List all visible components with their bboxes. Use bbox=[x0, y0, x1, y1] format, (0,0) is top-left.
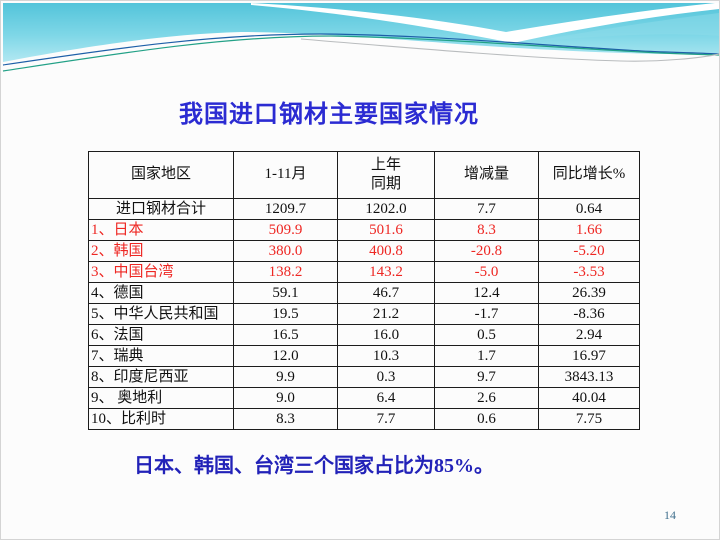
table-header-cell: 国家地区 bbox=[88, 151, 234, 199]
value-cell: 12.0 bbox=[233, 345, 338, 367]
value-cell: 0.5 bbox=[434, 324, 539, 346]
value-cell: 16.97 bbox=[538, 345, 640, 367]
value-cell: 21.2 bbox=[337, 303, 435, 325]
value-cell: 9.0 bbox=[233, 387, 338, 409]
value-cell: -1.7 bbox=[434, 303, 539, 325]
value-cell: 8.3 bbox=[233, 408, 338, 430]
value-cell: -8.36 bbox=[538, 303, 640, 325]
steel-import-table: 国家地区 1-11月 上年 同期 增减量 同比增长% 进口钢材合计 1209.7 1202.… bbox=[88, 151, 640, 430]
country-cell: 8、印度尼西亚 bbox=[88, 366, 234, 388]
country-cell: 7、瑞典 bbox=[88, 345, 234, 367]
value-cell: 400.8 bbox=[337, 240, 435, 262]
table-row: 9、 奥地利 9.0 6.4 2.6 40.04 bbox=[88, 387, 640, 409]
value-cell: 46.7 bbox=[337, 282, 435, 304]
table-row: 8、印度尼西亚 9.9 0.3 9.7 3843.13 bbox=[88, 366, 640, 388]
value-cell: -5.20 bbox=[538, 240, 640, 262]
country-cell: 进口钢材合计 bbox=[88, 198, 234, 220]
value-cell: 12.4 bbox=[434, 282, 539, 304]
country-cell: 10、比利时 bbox=[88, 408, 234, 430]
value-cell: 509.9 bbox=[233, 219, 338, 241]
table-header-row: 国家地区 1-11月 上年 同期 增减量 同比增长% bbox=[88, 151, 640, 199]
table-row: 进口钢材合计 1209.7 1202.0 7.7 0.64 bbox=[88, 198, 640, 220]
value-cell: 10.3 bbox=[337, 345, 435, 367]
country-cell: 6、法国 bbox=[88, 324, 234, 346]
page-number: 14 bbox=[664, 508, 676, 522]
table-row: 6、法国 16.5 16.0 0.5 2.94 bbox=[88, 324, 640, 346]
slide-title: 我国进口钢材主要国家情况 bbox=[179, 102, 479, 128]
table-header-cell: 同比增长% bbox=[538, 151, 640, 199]
country-cell: 3、中国台湾 bbox=[88, 261, 234, 283]
value-cell: 2.94 bbox=[538, 324, 640, 346]
country-cell: 5、中华人民共和国 bbox=[88, 303, 234, 325]
table-row: 10、比利时 8.3 7.7 0.6 7.75 bbox=[88, 408, 640, 430]
table-header-cell: 上年 同期 bbox=[337, 151, 435, 199]
value-cell: 143.2 bbox=[337, 261, 435, 283]
value-cell: 26.39 bbox=[538, 282, 640, 304]
value-cell: 501.6 bbox=[337, 219, 435, 241]
header-wave-decoration bbox=[2, 3, 719, 72]
value-cell: 9.7 bbox=[434, 366, 539, 388]
value-cell: 8.3 bbox=[434, 219, 539, 241]
country-cell: 9、 奥地利 bbox=[88, 387, 234, 409]
value-cell: 138.2 bbox=[233, 261, 338, 283]
value-cell: 16.0 bbox=[337, 324, 435, 346]
value-cell: 59.1 bbox=[233, 282, 338, 304]
table-row: 3、中国台湾 138.2 143.2 -5.0 -3.53 bbox=[88, 261, 640, 283]
value-cell: 40.04 bbox=[538, 387, 640, 409]
value-cell: 9.9 bbox=[233, 366, 338, 388]
value-cell: 3843.13 bbox=[538, 366, 640, 388]
value-cell: 0.64 bbox=[538, 198, 640, 220]
value-cell: 7.7 bbox=[337, 408, 435, 430]
value-cell: 16.5 bbox=[233, 324, 338, 346]
value-cell: 1202.0 bbox=[337, 198, 435, 220]
value-cell: 2.6 bbox=[434, 387, 539, 409]
value-cell: 1.7 bbox=[434, 345, 539, 367]
table-row: 1、日本 509.9 501.6 8.3 1.66 bbox=[88, 219, 640, 241]
table-row: 2、韩国 380.0 400.8 -20.8 -5.20 bbox=[88, 240, 640, 262]
value-cell: -5.0 bbox=[434, 261, 539, 283]
table-header-cell: 增减量 bbox=[434, 151, 539, 199]
table-header-row: 国家地区 1-11月 上年 同期 增减量 同比增长% bbox=[88, 151, 640, 199]
value-cell: -3.53 bbox=[538, 261, 640, 283]
value-cell: 1.66 bbox=[538, 219, 640, 241]
value-cell: 7.75 bbox=[538, 408, 640, 430]
value-cell: 1209.7 bbox=[233, 198, 338, 220]
value-cell: 0.6 bbox=[434, 408, 539, 430]
table-header-cell: 1-11月 bbox=[233, 151, 338, 199]
table-body: 进口钢材合计 1209.7 1202.0 7.7 0.64 1、日本 509.9 501.6 8… bbox=[88, 198, 640, 430]
footnote-text: 日本、韩国、台湾三个国家占比为85%。 bbox=[134, 455, 494, 477]
value-cell: 6.4 bbox=[337, 387, 435, 409]
value-cell: 19.5 bbox=[233, 303, 338, 325]
country-cell: 4、德国 bbox=[88, 282, 234, 304]
value-cell: 380.0 bbox=[233, 240, 338, 262]
country-cell: 2、韩国 bbox=[88, 240, 234, 262]
table-row: 5、中华人民共和国 19.5 21.2 -1.7 -8.36 bbox=[88, 303, 640, 325]
value-cell: 7.7 bbox=[434, 198, 539, 220]
value-cell: -20.8 bbox=[434, 240, 539, 262]
country-cell: 1、日本 bbox=[88, 219, 234, 241]
table-row: 7、瑞典 12.0 10.3 1.7 16.97 bbox=[88, 345, 640, 367]
value-cell: 0.3 bbox=[337, 366, 435, 388]
table-row: 4、德国 59.1 46.7 12.4 26.39 bbox=[88, 282, 640, 304]
